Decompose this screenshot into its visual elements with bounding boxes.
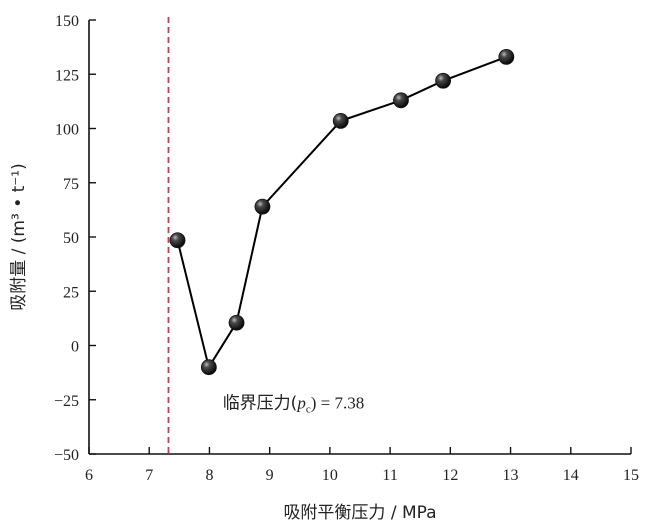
y-tick-label: −25 <box>54 393 79 410</box>
critical-pressure-annotation: 临界压力(pc) = 7.38 <box>223 393 365 415</box>
annotation-prefix: 临界压力( <box>223 393 298 413</box>
y-tick-label: 0 <box>71 339 79 356</box>
y-tick-label: 50 <box>63 230 79 247</box>
x-tick-label: 6 <box>85 467 93 484</box>
x-tick-label: 8 <box>205 467 213 484</box>
y-tick-label: 75 <box>63 176 79 193</box>
x-axis-title: 吸附平衡压力 / MPa <box>283 503 436 523</box>
data-point <box>228 314 245 331</box>
x-tick-label: 10 <box>322 467 338 484</box>
x-tick-label: 13 <box>503 467 519 484</box>
y-tick-label: 25 <box>63 284 79 301</box>
y-tick-label: −50 <box>54 447 79 464</box>
x-tick-label: 9 <box>266 467 274 484</box>
x-tick-label: 7 <box>145 467 153 484</box>
data-point <box>200 359 217 376</box>
axes <box>88 19 632 455</box>
annotation-symbol: p <box>296 393 306 412</box>
x-tick-label: 15 <box>623 467 639 484</box>
annotation-suffix: ) = 7.38 <box>311 393 365 412</box>
data-point <box>332 113 349 129</box>
data-point <box>169 232 186 249</box>
data-point <box>498 48 515 65</box>
annotation-subscript: c <box>306 403 311 415</box>
x-tick-label: 11 <box>382 467 397 484</box>
data-points <box>169 48 515 376</box>
y-tick-label: 125 <box>55 67 79 84</box>
series-line-group <box>176 55 507 370</box>
y-tick-label: 100 <box>55 122 79 139</box>
data-point <box>435 72 452 89</box>
data-point <box>254 198 271 215</box>
x-tick-label: 12 <box>442 467 458 484</box>
labels: 6 7 8 9 10 11 12 13 14 15 −50 −25 0 25 50 75 100 125 150 <box>54 13 639 484</box>
y-axis-title: 吸附量 / (m³ • t⁻¹) <box>9 163 29 310</box>
y-tick-label: 150 <box>55 13 79 30</box>
data-point <box>393 92 409 109</box>
x-tick-label: 14 <box>563 467 579 484</box>
series-line <box>176 55 507 370</box>
